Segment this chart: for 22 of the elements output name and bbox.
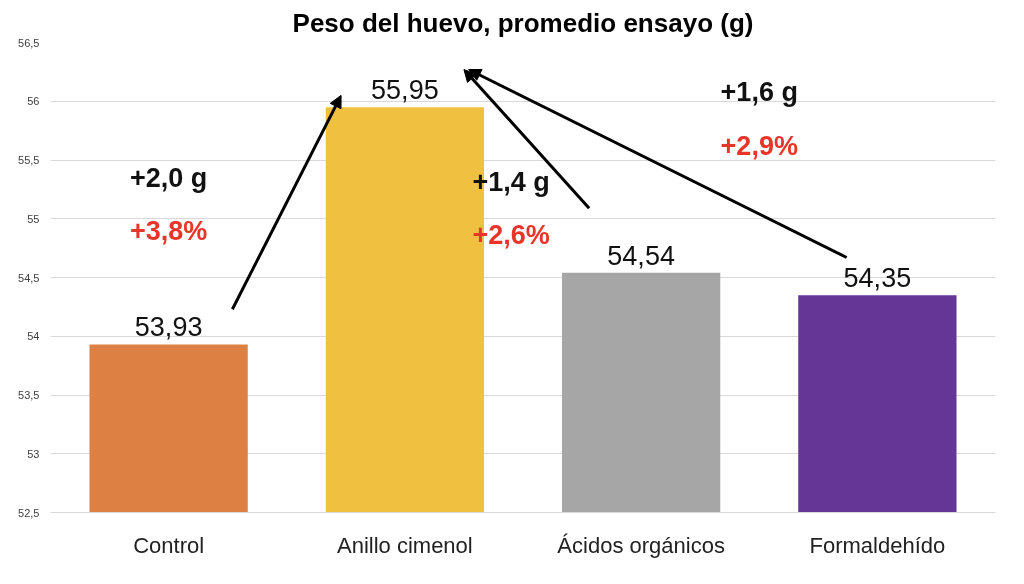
- x-tick-label: Control: [133, 532, 205, 558]
- y-tick-label: 53: [27, 447, 40, 460]
- y-tick-label: 54,5: [18, 271, 40, 284]
- y-tick-label: 54: [27, 330, 40, 343]
- y-tick-label: 55,5: [18, 154, 40, 166]
- annotation: +3,8%: [129, 215, 208, 246]
- x-tick-label: Formaldehído: [809, 532, 946, 558]
- annotation: +2,9%: [720, 130, 798, 161]
- y-tick-label: 52,5: [18, 506, 40, 519]
- x-tick-label: Anillo cimenol: [337, 532, 473, 558]
- y-tick-label: 55: [27, 212, 40, 225]
- annotation: +1,6 g: [720, 76, 798, 107]
- data-label: 54,35: [843, 263, 912, 294]
- data-label: 54,54: [607, 240, 675, 271]
- data-label: 55,95: [371, 75, 439, 106]
- y-tick-label: 53,5: [18, 389, 40, 401]
- y-tick-label: 56: [27, 95, 40, 108]
- x-tick-label: Ácidos orgánicos: [557, 532, 725, 558]
- data-label: 53,93: [134, 312, 203, 343]
- chart-title: Peso del huevo, promedio ensayo (g): [292, 7, 754, 38]
- annotation: +2,0 g: [129, 162, 208, 193]
- y-tick-label: 56,5: [18, 36, 40, 49]
